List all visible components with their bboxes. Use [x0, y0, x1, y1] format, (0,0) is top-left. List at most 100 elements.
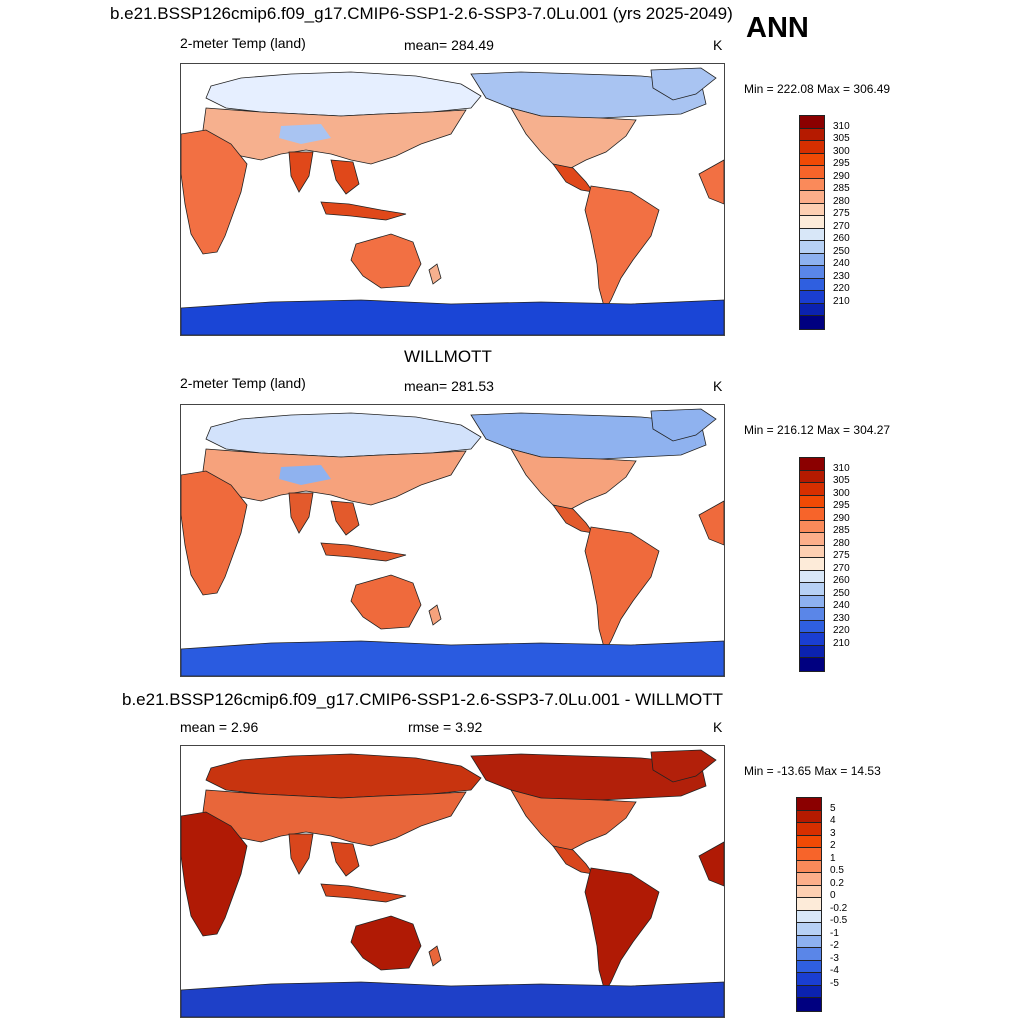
- landmass-australia: [350, 915, 422, 971]
- landmass-westafrica-edge: [698, 500, 724, 546]
- colorbar-segment: [800, 608, 824, 621]
- colorbar-tick-label: 290: [833, 512, 850, 524]
- colorbar-segment: [800, 116, 824, 129]
- colorbar-segment: [800, 558, 824, 571]
- colorbar-segment: [800, 291, 824, 304]
- landmass-australia: [350, 574, 422, 630]
- colorbar-segment: [800, 303, 824, 316]
- colorbar-segment: [797, 998, 821, 1011]
- landmass-eurasia-s: [202, 789, 467, 847]
- panel-obs-variable-label: 2-meter Temp (land): [180, 375, 306, 391]
- colorbar-tick-label: 240: [833, 600, 850, 611]
- panel-model-map: [180, 63, 725, 336]
- landmass-westafrica-edge: [698, 841, 724, 887]
- colorbar-segment: [800, 545, 824, 558]
- colorbar-tick-label: 285: [833, 183, 850, 194]
- colorbar-segment: [797, 960, 821, 973]
- colorbar-tick-label: -0.5: [830, 915, 848, 926]
- panel-diff-title: b.e21.BSSP126cmip6.f09_g17.CMIP6-SSP1-2.…: [122, 690, 723, 709]
- colorbar-tick-label: 305: [833, 475, 850, 486]
- colorbar-segment: [800, 583, 824, 596]
- colorbar-segment: [800, 203, 824, 216]
- colorbar-tick-label: 285: [833, 525, 850, 536]
- panel-obs-colorbar: [799, 457, 825, 672]
- colorbar-segment: [797, 848, 821, 861]
- landmass-africa: [181, 129, 248, 255]
- landmass-eurasia-n: [205, 71, 482, 117]
- colorbar-tick-label: 4: [830, 815, 836, 826]
- colorbar-tick-label: 1: [830, 852, 836, 864]
- season-label: ANN: [746, 12, 809, 44]
- colorbar-tick-label: 275: [833, 208, 850, 219]
- colorbar-tick-label: 3: [830, 827, 836, 839]
- colorbar-tick-label: 210: [833, 295, 850, 307]
- colorbar-tick-label: 270: [833, 562, 850, 574]
- colorbar-tick-label: 0: [830, 890, 836, 901]
- landmass-antarctica: [181, 981, 724, 1017]
- colorbar-segment: [800, 216, 824, 229]
- colorbar-tick-label: 305: [833, 133, 850, 144]
- landmass-westafrica-edge: [698, 159, 724, 205]
- colorbar-tick-label: -4: [830, 965, 839, 976]
- landmass-india: [288, 833, 314, 875]
- panel-model-minmax: Min = 222.08 Max = 306.49: [744, 82, 891, 96]
- colorbar-segment: [800, 316, 824, 329]
- colorbar-tick-label: 250: [833, 587, 850, 599]
- colorbar-tick-label: 5: [830, 802, 836, 814]
- landmass-indonesia: [320, 883, 407, 903]
- landmass-nz: [428, 263, 442, 285]
- colorbar-tick-label: 295: [833, 500, 850, 511]
- landmass-namerica-s: [510, 448, 637, 510]
- colorbar-tick-label: 300: [833, 487, 850, 499]
- colorbar-tick-label: 240: [833, 258, 850, 269]
- colorbar-segment: [797, 810, 821, 823]
- colorbar-tick-label: -1: [830, 927, 839, 939]
- colorbar-segment: [800, 508, 824, 521]
- panel-diff-minmax: Min = -13.65 Max = 14.53: [744, 764, 881, 778]
- colorbar-tick-label: 270: [833, 220, 850, 232]
- landmass-india: [288, 151, 314, 193]
- colorbar-tick-label: 230: [833, 270, 850, 282]
- colorbar-segment: [797, 985, 821, 998]
- landmass-samerica: [584, 526, 660, 653]
- landmass-africa: [181, 470, 248, 596]
- colorbar-segment: [800, 633, 824, 646]
- colorbar-tick-label: -0.2: [830, 902, 848, 914]
- panel-model-variable-label: 2-meter Temp (land): [180, 35, 306, 51]
- colorbar-tick-label: 310: [833, 120, 850, 132]
- landmass-nz: [428, 945, 442, 967]
- colorbar-segment: [797, 823, 821, 836]
- landmass-samerica: [584, 185, 660, 312]
- landmass-nz: [428, 604, 442, 626]
- colorbar-segment: [800, 658, 824, 671]
- panel-model-units: K: [713, 37, 723, 53]
- colorbar-tick-label: -3: [830, 952, 839, 964]
- landmass-seasia: [330, 500, 360, 536]
- colorbar-segment: [800, 495, 824, 508]
- landmass-australia: [350, 233, 422, 289]
- landmass-seasia: [330, 159, 360, 195]
- colorbar-tick-label: 300: [833, 145, 850, 157]
- panel-obs-minmax: Min = 216.12 Max = 304.27: [744, 423, 891, 437]
- colorbar-segment: [800, 533, 824, 546]
- panel-diff-map: [180, 745, 725, 1018]
- colorbar-segment: [797, 935, 821, 948]
- colorbar-segment: [800, 570, 824, 583]
- panel-diff-colorbar: [796, 797, 822, 1012]
- colorbar-segment: [800, 458, 824, 471]
- colorbar-segment: [800, 266, 824, 279]
- landmass-eurasia-n: [205, 412, 482, 458]
- colorbar-tick-label: -2: [830, 940, 839, 951]
- colorbar-tick-label: 0.5: [830, 865, 844, 876]
- colorbar-segment: [800, 470, 824, 483]
- landmass-antarctica: [181, 640, 724, 676]
- colorbar-segment: [800, 241, 824, 254]
- panel-obs-map: [180, 404, 725, 677]
- colorbar-tick-label: 290: [833, 170, 850, 182]
- landmass-eurasia-s: [202, 107, 467, 165]
- colorbar-tick-label: 2: [830, 840, 836, 851]
- panel-model-mean-label: mean= 284.49: [404, 37, 494, 53]
- panel-obs-units: K: [713, 378, 723, 394]
- panel-obs-title: WILLMOTT: [404, 347, 492, 366]
- colorbar-segment: [800, 253, 824, 266]
